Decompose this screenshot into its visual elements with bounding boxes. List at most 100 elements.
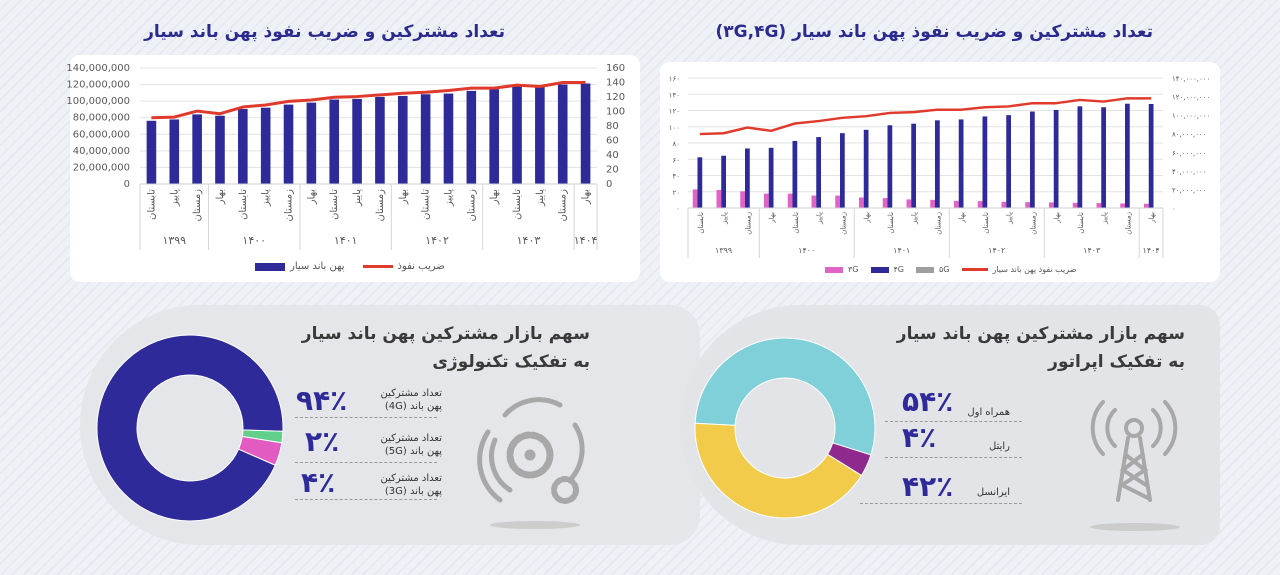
bar xyxy=(238,109,248,184)
y-tick-label-left: ۱۲۰ xyxy=(669,108,680,116)
bar xyxy=(329,99,340,184)
x-category-label: بهار xyxy=(215,189,226,205)
bar xyxy=(146,120,157,184)
x-group-label: ۱۴۰۳ xyxy=(517,234,541,247)
y-tick-label-right: ۲۰,۰۰۰,۰۰۰ xyxy=(1172,186,1207,194)
legend-label: ۳G xyxy=(848,265,859,274)
legend-swatch xyxy=(255,262,285,271)
y-tick-label-right: 140 xyxy=(606,78,625,89)
bar xyxy=(958,119,964,208)
left-chart-legend: ضریب نفوذ پهن باند سیار xyxy=(255,261,445,272)
bar xyxy=(169,119,180,184)
y-tick-label-left: 0 xyxy=(124,179,130,190)
x-group-label: ۱۳۹۹ xyxy=(715,246,732,255)
x-category-label: پاییز xyxy=(352,189,363,207)
leader-line xyxy=(295,499,437,500)
bar xyxy=(375,96,385,184)
x-category-label: تابستان xyxy=(697,212,705,234)
legend-swatch xyxy=(961,268,988,271)
x-group-label: ۱۴۰۳ xyxy=(1083,246,1101,255)
legend-label: ۴G xyxy=(893,265,905,274)
x-category-label: بهار xyxy=(398,189,409,205)
x-group-label: ۱۴۰۰ xyxy=(242,234,266,247)
x-category-label: تابستان xyxy=(982,212,990,234)
bar xyxy=(1025,202,1030,208)
x-category-label: زمستان xyxy=(466,189,477,222)
bar xyxy=(443,93,454,184)
bar xyxy=(887,125,893,208)
x-group-label: ۱۴۰۱ xyxy=(893,246,910,255)
title-line-2: به تفکیک اپراتور xyxy=(1048,352,1185,372)
bar xyxy=(745,148,750,208)
x-category-label: پاییز xyxy=(816,212,824,225)
bar xyxy=(1053,109,1059,208)
x-category-label: زمستان xyxy=(192,189,203,222)
y-tick-label-left: 140,000,000 xyxy=(66,63,130,74)
x-category-label: پاییز xyxy=(1101,212,1109,225)
x-category-label: پاییز xyxy=(261,189,272,207)
bar xyxy=(1144,203,1149,208)
gears-signal-icon xyxy=(477,397,585,529)
pct-3g: ۴٪ xyxy=(301,466,336,499)
x-group-label: ۱۴۰۲ xyxy=(988,246,1005,255)
y-tick-label-right: 40 xyxy=(606,150,619,161)
x-category-label: تابستان xyxy=(887,212,895,234)
bar xyxy=(512,86,522,184)
x-category-label: زمستان xyxy=(934,212,942,235)
bar xyxy=(982,116,988,208)
left-chart-title: تعداد مشترکین و ضریب نفوذ پهن باند سیار xyxy=(144,22,505,42)
x-category-label: بهار xyxy=(958,212,966,224)
y-tick-label-right: ۱۰۰,۰۰۰,۰۰۰ xyxy=(1172,112,1210,120)
x-group-label: ۱۴۰۴ xyxy=(1143,246,1160,255)
legend-item-line: ضریب نفوذ پهن باند سیار xyxy=(961,265,1077,274)
pct-irancell: ۴۲٪ xyxy=(902,470,954,503)
x-category-label: پاییز xyxy=(911,212,919,225)
y-tick-label-right: ۶۰,۰۰۰,۰۰۰ xyxy=(1172,149,1207,157)
x-group-label: ۱۴۰۲ xyxy=(425,234,449,247)
right-chart-legend: ضریب نفوذ پهن باند سیار ۵G ۴G ۳G xyxy=(825,265,1076,274)
y-tick-label-left: 40,000,000 xyxy=(73,146,130,157)
y-tick-label-left: ۰ xyxy=(676,205,680,213)
legend-swatch xyxy=(870,266,889,273)
legend-label: ضریب نفوذ xyxy=(397,261,445,272)
y-tick-label-left: 100,000,000 xyxy=(66,96,130,107)
bar xyxy=(811,195,817,208)
x-category-label: زمستان xyxy=(839,212,847,235)
leader-line xyxy=(295,417,437,418)
penetration-line xyxy=(151,81,586,120)
bar xyxy=(306,102,317,184)
y-tick-label-right: 100 xyxy=(606,107,625,118)
label-rightel: رایتل xyxy=(989,441,1010,452)
y-tick-label-right: ۱۴۰,۰۰۰,۰۰۰ xyxy=(1172,75,1210,83)
bar xyxy=(1125,103,1130,208)
x-category-label: تابستان xyxy=(238,189,249,220)
label-hamrah-aval: همراه اول xyxy=(967,407,1010,418)
y-tick-label-right: 160 xyxy=(606,63,625,74)
bar xyxy=(1030,111,1035,208)
legend-item-line: ضریب نفوذ xyxy=(362,261,445,272)
legend-label: ضریب نفوذ پهن باند سیار xyxy=(992,265,1077,274)
bar xyxy=(1049,202,1054,208)
bar xyxy=(1148,104,1154,208)
bar xyxy=(768,147,774,208)
bar xyxy=(466,90,477,184)
y-tick-label-right: ۴۰,۰۰۰,۰۰۰ xyxy=(1172,168,1207,176)
bar xyxy=(697,157,703,208)
bar xyxy=(954,200,959,208)
x-group-label: ۱۳۹۹ xyxy=(162,234,186,247)
y-tick-label-left: 60,000,000 xyxy=(73,129,130,140)
legend-item-5g: ۵G xyxy=(916,265,950,274)
leader-line xyxy=(885,457,1022,458)
bar xyxy=(906,199,912,208)
label-irancell: ایرانسل xyxy=(976,487,1010,498)
bar xyxy=(557,84,568,184)
x-category-label: زمستان xyxy=(1124,212,1132,235)
x-category-label: بهار xyxy=(1148,212,1156,224)
x-group-label: ۱۴۰۱ xyxy=(334,234,358,247)
bar xyxy=(792,140,798,208)
bar xyxy=(740,191,745,208)
cell-tower-icon xyxy=(1090,400,1180,531)
x-category-label: زمستان xyxy=(744,212,752,235)
bar xyxy=(1006,115,1011,208)
pct-hamrah-aval: ۵۴٪ xyxy=(902,385,954,418)
